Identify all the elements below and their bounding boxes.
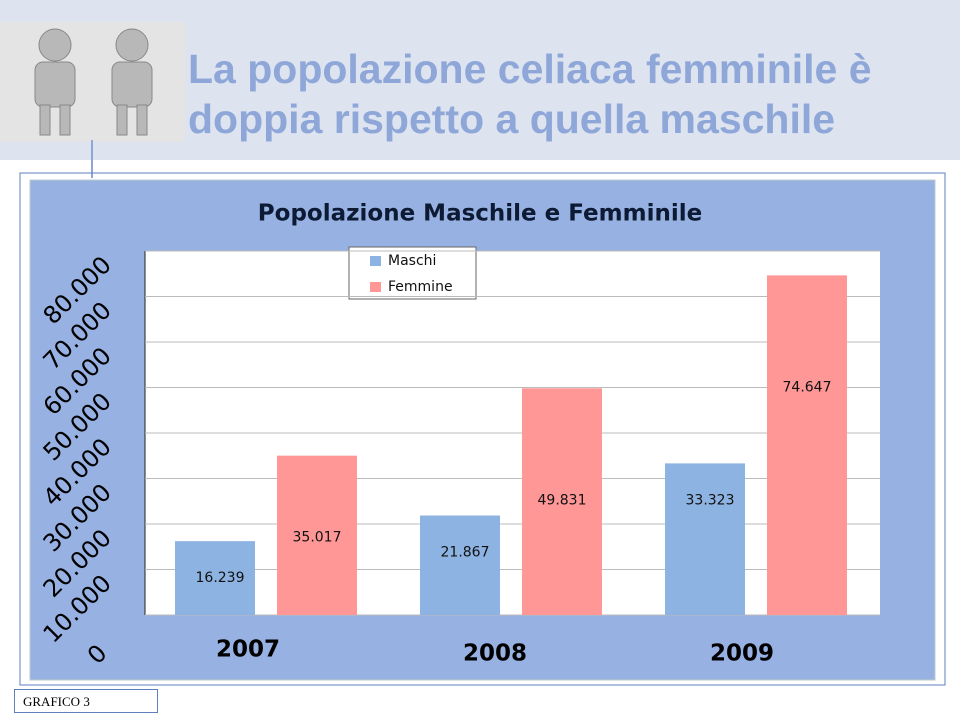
data-label: 35.017 [293, 530, 342, 546]
x-tick-label: 2007 [216, 637, 280, 663]
data-label: 16.239 [196, 570, 245, 586]
bar [767, 275, 847, 615]
x-tick-label: 2008 [463, 641, 527, 667]
bar [277, 455, 357, 615]
chart-title: Popolazione Maschile e Femminile [258, 201, 702, 227]
photo [0, 22, 185, 142]
x-tick-label: 2009 [710, 641, 774, 667]
data-label: 49.831 [538, 492, 587, 508]
legend-label: Maschi [388, 253, 436, 269]
legend: Maschi Femmine [348, 246, 477, 300]
legend-swatch [370, 256, 381, 266]
slide-title: La popolazione celiaca femminile è doppi… [188, 46, 872, 142]
data-label: 21.867 [441, 545, 490, 561]
data-label: 74.647 [783, 379, 832, 395]
legend-label: Femmine [388, 279, 453, 295]
figure-icons [34, 28, 153, 136]
footer-label: GRAFICO 3 [14, 689, 158, 713]
bar [665, 463, 745, 615]
legend-swatch [370, 282, 381, 292]
data-label: 33.323 [686, 492, 735, 508]
bar [522, 388, 602, 615]
chart-frame [19, 172, 946, 686]
bar [420, 515, 500, 615]
bar [175, 541, 255, 615]
